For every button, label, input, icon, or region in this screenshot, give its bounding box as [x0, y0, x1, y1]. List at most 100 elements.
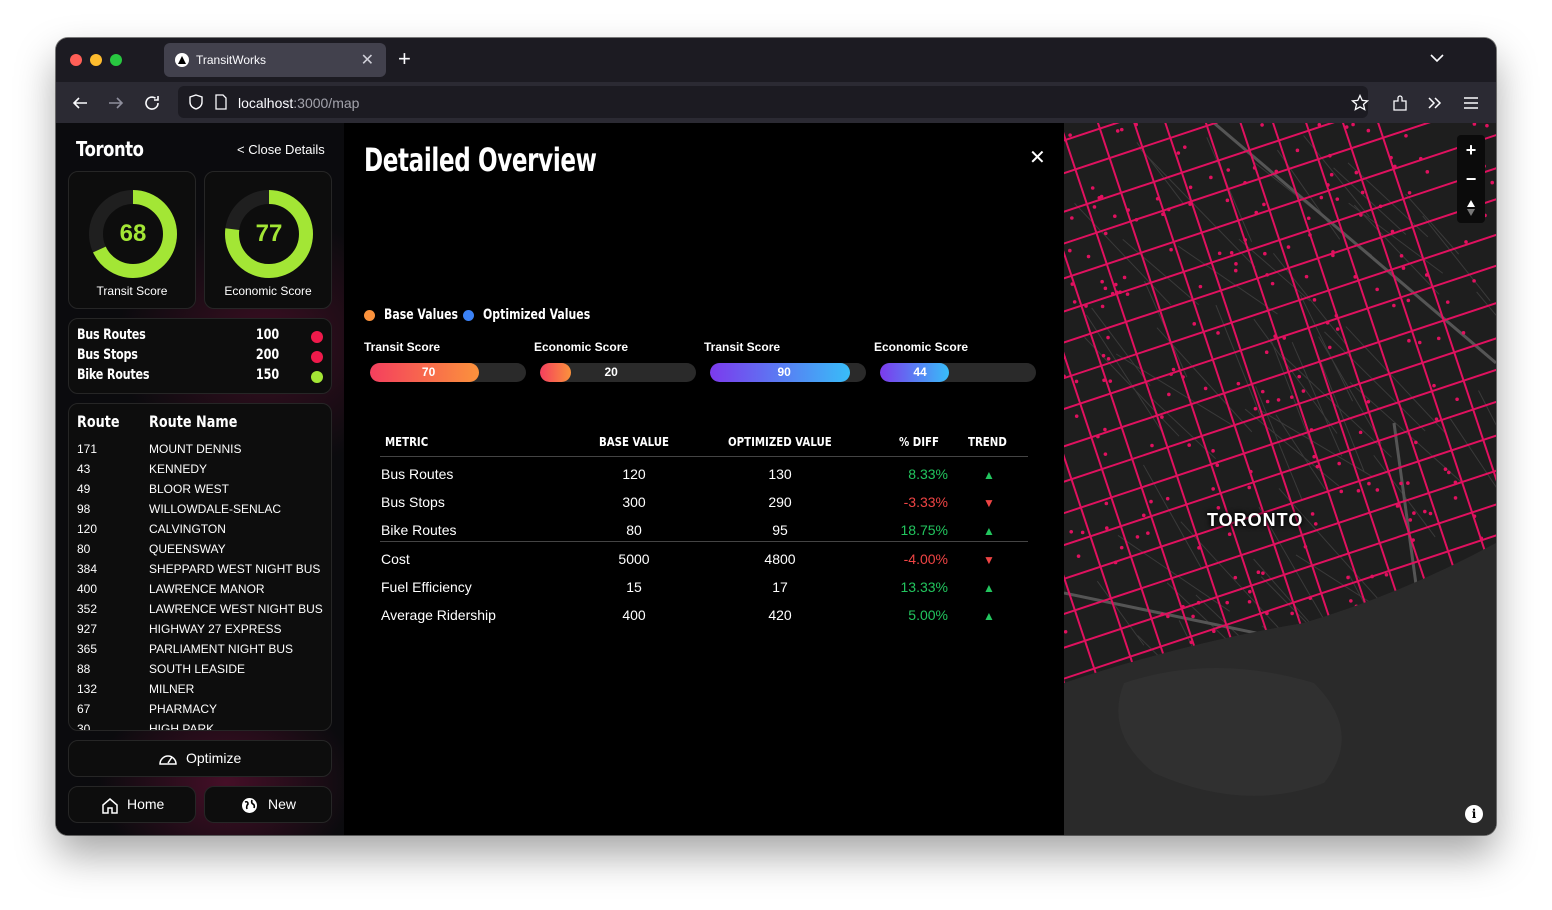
transit-stop	[1425, 170, 1430, 174]
tab-close-icon[interactable]: ✕	[360, 52, 374, 69]
route-row[interactable]: 352 LAWRENCE WEST NIGHT BUS	[77, 599, 327, 619]
cell-metric: Bus Routes	[381, 466, 454, 482]
transit-stop	[1423, 509, 1427, 514]
browser-tab[interactable]: TransitWorks ✕	[164, 43, 386, 77]
forward-arrow-icon[interactable]	[104, 91, 128, 115]
transit-stop	[1106, 335, 1110, 340]
route-row[interactable]: 88 SOUTH LEASIDE	[77, 659, 327, 679]
transit-stop	[1407, 190, 1412, 195]
route-row[interactable]: 384 SHEPPARD WEST NIGHT BUS	[77, 559, 327, 579]
transit-stop	[1443, 467, 1448, 472]
extensions-icon[interactable]	[1388, 91, 1412, 115]
browser-navbar: localhost:3000/map	[56, 82, 1496, 123]
reload-icon[interactable]	[140, 91, 164, 115]
transit-stop	[1306, 216, 1311, 221]
route-row[interactable]: 120 CALVINGTON	[77, 519, 327, 539]
trend-down-icon: ▼	[983, 553, 995, 567]
route-row[interactable]: 43 KENNEDY	[77, 459, 327, 479]
transit-stop	[1406, 481, 1410, 485]
route-number: 43	[77, 462, 91, 476]
url-text[interactable]: localhost:3000/map	[238, 95, 359, 111]
route-row[interactable]: 365 PARLIAMENT NIGHT BUS	[77, 639, 327, 659]
cell-metric: Average Ridership	[381, 607, 496, 623]
app-content: Toronto < Close Details 68 Transit Score…	[56, 123, 1496, 835]
zoom-out-icon[interactable]: −	[1465, 169, 1477, 189]
transit-stop	[1461, 331, 1466, 335]
overflow-chevrons-icon[interactable]	[1423, 91, 1447, 115]
transit-stop	[1187, 443, 1191, 447]
new-button[interactable]: New	[204, 786, 332, 823]
transit-stop	[1265, 611, 1269, 616]
transit-stop	[1125, 292, 1130, 296]
map-canvas[interactable]	[1064, 123, 1496, 835]
routes-header-route-name: Route Name	[149, 412, 238, 431]
transit-stop	[1485, 123, 1489, 128]
hamburger-menu-icon[interactable]	[1459, 91, 1483, 115]
new-tab-button[interactable]: +	[398, 46, 411, 71]
map-street	[1324, 331, 1426, 432]
optimize-button[interactable]: Optimize	[68, 740, 332, 777]
bookmark-star-icon[interactable]	[1348, 91, 1372, 115]
transit-stop	[1167, 392, 1171, 397]
transit-stop	[1226, 168, 1231, 172]
route-row[interactable]: 30 HIGH PARK	[77, 719, 327, 730]
transit-stop	[1432, 383, 1436, 388]
tab-title: TransitWorks	[196, 53, 267, 67]
map-street	[1074, 202, 1172, 306]
transit-route	[1064, 337, 1496, 483]
route-number: 80	[77, 542, 91, 556]
maximize-window-button[interactable]	[110, 54, 122, 66]
score-bar-label: Transit Score	[364, 340, 441, 354]
globe-icon	[241, 797, 258, 817]
info-icon[interactable]: i	[1465, 805, 1483, 823]
route-row[interactable]: 67 PHARMACY	[77, 699, 327, 719]
transit-stop	[1404, 133, 1408, 138]
legend-label: Optimized Values	[483, 307, 591, 323]
table-row: Fuel Efficiency 15 17 13.33% ▲	[380, 573, 1028, 601]
route-row[interactable]: 927 HIGHWAY 27 EXPRESS	[77, 619, 327, 639]
transit-stop	[1086, 254, 1091, 259]
route-row[interactable]: 49 BLOOR WEST	[77, 479, 327, 499]
transit-stop	[1101, 353, 1106, 358]
trend-up-icon: ▲	[983, 609, 995, 623]
tab-list-chevron-down-icon[interactable]	[1430, 50, 1444, 68]
zoom-in-icon[interactable]: +	[1465, 140, 1477, 160]
close-details-link[interactable]: < Close Details	[237, 142, 325, 157]
url-host: localhost	[238, 95, 294, 111]
transit-stop	[1149, 499, 1153, 504]
minimize-window-button[interactable]	[90, 54, 102, 66]
route-row[interactable]: 98 WILLOWDALE-SENLAC	[77, 499, 327, 519]
score-bar-fill	[880, 363, 949, 382]
transit-stop	[1436, 336, 1441, 341]
route-name: HIGHWAY 27 EXPRESS	[149, 622, 282, 636]
transit-stop	[1260, 123, 1264, 127]
transit-stop	[1375, 488, 1380, 492]
transit-stop	[1490, 180, 1495, 185]
close-icon[interactable]: ✕	[1029, 147, 1046, 169]
transit-stop	[1256, 570, 1261, 575]
route-row[interactable]: 132 MILNER	[77, 679, 327, 699]
compass-icon[interactable]	[1457, 194, 1485, 222]
transit-stop	[1211, 449, 1215, 453]
close-window-button[interactable]	[70, 54, 82, 66]
back-arrow-icon[interactable]	[68, 91, 92, 115]
cell-metric: Fuel Efficiency	[381, 579, 472, 595]
route-row[interactable]: 80 QUEENSWAY	[77, 539, 327, 559]
transit-stop	[1280, 515, 1284, 520]
transit-stop	[1216, 331, 1220, 335]
map-city-label: TORONTO	[1207, 510, 1304, 530]
shield-icon[interactable]	[188, 94, 204, 115]
address-bar[interactable]: localhost:3000/map	[178, 86, 1368, 118]
transit-stop	[1160, 612, 1165, 617]
cell-base-value: 5000	[618, 551, 650, 567]
route-row[interactable]: 400 LAWRENCE MANOR	[77, 579, 327, 599]
transit-stop	[1227, 532, 1232, 537]
map-view[interactable]: TORONTO + − i	[1064, 123, 1496, 835]
transit-route	[1064, 503, 1496, 649]
map-street	[1299, 294, 1354, 402]
map-street	[1238, 238, 1311, 302]
route-number: 88	[77, 662, 91, 676]
home-button[interactable]: Home	[68, 786, 196, 823]
cell-diff: 13.33%	[900, 579, 948, 595]
route-row[interactable]: 171 MOUNT DENNIS	[77, 439, 327, 459]
